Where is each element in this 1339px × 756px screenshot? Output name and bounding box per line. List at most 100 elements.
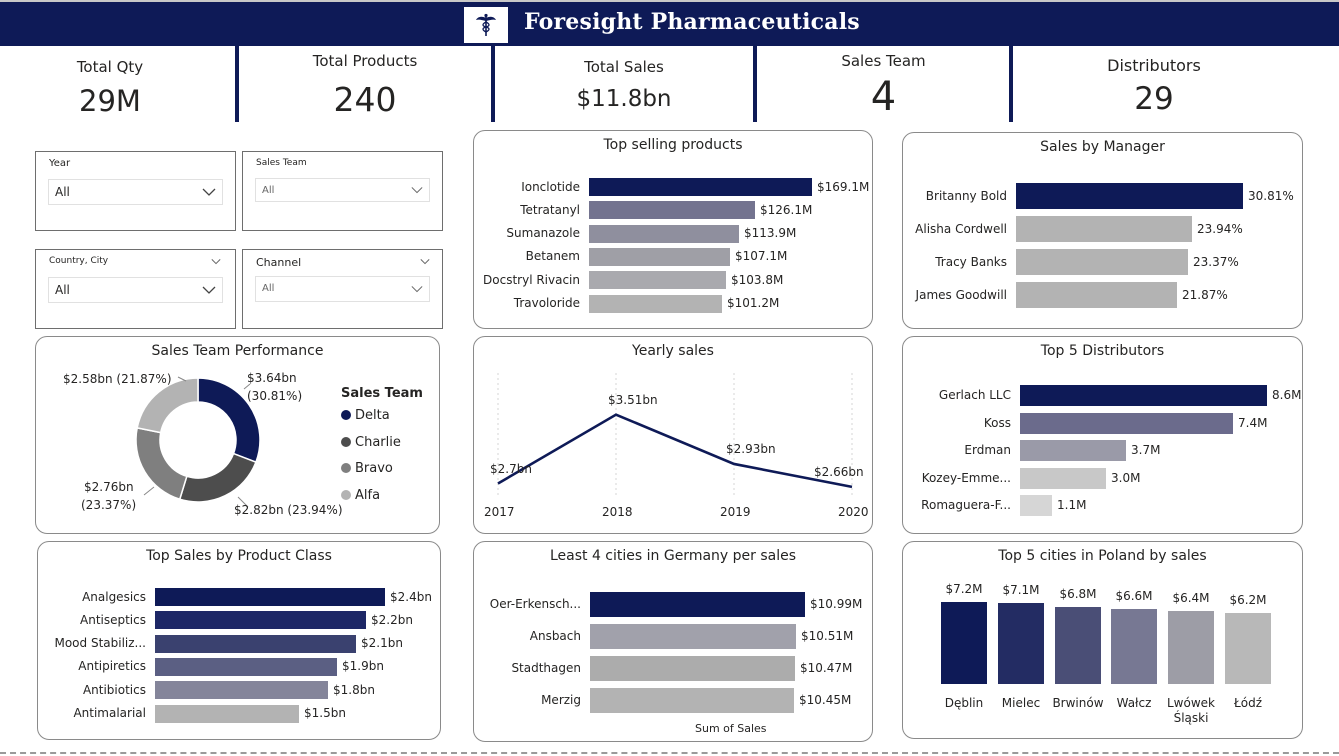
kpi-distributors: Distributors 29 bbox=[1014, 46, 1294, 122]
bar-value-label: $6.4M bbox=[1172, 591, 1210, 605]
bar bbox=[1020, 385, 1267, 406]
leader-line bbox=[143, 486, 155, 496]
bar bbox=[1016, 282, 1177, 308]
bar bbox=[1168, 611, 1214, 684]
kpi-label: Total Qty bbox=[76, 58, 144, 76]
chart-germany-cities: Least 4 cities in Germany per sales Oer-… bbox=[473, 541, 873, 742]
bar-value-label: 3.0M bbox=[1111, 470, 1141, 485]
data-label: $2.66bn bbox=[814, 464, 864, 479]
bar bbox=[1020, 467, 1106, 489]
bar-value-label: $10.51M bbox=[801, 629, 854, 643]
bar-value-label: $2.2bn bbox=[371, 612, 413, 627]
year-dropdown[interactable]: All bbox=[48, 179, 223, 205]
donut-slice bbox=[136, 377, 199, 434]
bar-category-label: Erdman bbox=[964, 443, 1011, 457]
kpi-total-sales: Total Sales $11.8bn bbox=[495, 46, 753, 122]
legend-item: Bravo bbox=[341, 461, 393, 476]
bar-value-label: 21.87% bbox=[1182, 287, 1228, 302]
country-city-dropdown[interactable]: All bbox=[48, 277, 223, 303]
bar bbox=[1016, 216, 1192, 242]
bar bbox=[589, 224, 739, 243]
slicer-label: Sales Team bbox=[256, 158, 307, 168]
chart-top-selling-products: Top selling products Ionclotide $169.1M Te… bbox=[473, 130, 873, 329]
bar-value-label: $103.8M bbox=[731, 272, 784, 287]
bar-category-label: Kozey-Emme... bbox=[921, 470, 1011, 485]
bar-value-label: $1.9bn bbox=[342, 659, 384, 674]
bar-category-label: Analgesics bbox=[82, 589, 146, 604]
bar bbox=[590, 688, 794, 713]
x-tick-label: 2019 bbox=[720, 505, 751, 519]
logo bbox=[464, 7, 508, 43]
chart-title: Sales Team Performance bbox=[151, 343, 324, 359]
slicer-label: Channel bbox=[256, 256, 302, 269]
bar bbox=[155, 704, 299, 723]
chart-title: Sales by Manager bbox=[1040, 139, 1165, 155]
chevron-down-icon bbox=[411, 187, 423, 194]
bar-value-label: $6.2M bbox=[1229, 593, 1267, 607]
legend-swatch bbox=[341, 489, 351, 500]
chevron-down-icon[interactable] bbox=[420, 258, 430, 265]
bar bbox=[1055, 607, 1101, 684]
bar-category-label: Sumanazole bbox=[506, 226, 580, 241]
bar-category-label: Ansbach bbox=[529, 629, 581, 643]
legend-swatch bbox=[341, 410, 351, 420]
bar-category-label: Antimalarial bbox=[73, 706, 146, 720]
chart-sales-team-performance: Sales Team Performance $3.64bn (30.81%) $2… bbox=[35, 336, 440, 534]
slicer-label: Country, City bbox=[49, 256, 109, 266]
chart-title: Top 5 Distributors bbox=[1040, 343, 1165, 359]
donut-chart bbox=[135, 376, 261, 508]
data-label: $2.93bn bbox=[726, 441, 776, 456]
bar-value-label: $113.9M bbox=[744, 226, 797, 241]
bar bbox=[590, 592, 805, 617]
chevron-down-icon[interactable] bbox=[211, 258, 221, 265]
bar bbox=[589, 247, 730, 266]
bar-category-label: Docstryl Rivacin bbox=[483, 272, 580, 287]
slice-label: (30.81%) bbox=[247, 389, 303, 403]
chart-title: Least 4 cities in Germany per sales bbox=[549, 548, 797, 564]
bar-category-label: Wałcz bbox=[1116, 696, 1152, 710]
kpi-divider bbox=[1009, 46, 1013, 122]
bar-category-label: Tetratanyl bbox=[520, 202, 580, 217]
bar-category-label: Betanem bbox=[525, 249, 580, 264]
slicer-country-city: Country, City All bbox=[35, 249, 236, 329]
slice-label: $2.76bn bbox=[84, 480, 134, 494]
slice-label: $3.64bn bbox=[247, 371, 297, 385]
bar-category-label: Koss bbox=[983, 415, 1011, 430]
bar-category-label: Stadthagen bbox=[511, 661, 581, 675]
bar-value-label: $2.4bn bbox=[390, 589, 432, 604]
channel-dropdown[interactable]: All bbox=[255, 276, 430, 302]
chart-title: Top selling products bbox=[603, 137, 743, 153]
bar-value-label: $7.2M bbox=[945, 582, 983, 596]
bar-value-label: $169.1M bbox=[817, 179, 870, 194]
bar-category-label: Romaguera-F... bbox=[921, 498, 1011, 512]
bar bbox=[590, 656, 795, 681]
bar-value-label: 23.37% bbox=[1193, 254, 1239, 269]
bar-category-label: Antiseptics bbox=[80, 612, 146, 627]
bar-value-label: $1.5bn bbox=[304, 706, 346, 720]
bar-category-label: Merzig bbox=[541, 693, 581, 707]
legend-label: Bravo bbox=[355, 461, 393, 476]
bar bbox=[1016, 249, 1188, 275]
bar-value-label: $2.1bn bbox=[361, 636, 403, 651]
bar-value-label: $1.8bn bbox=[333, 682, 375, 697]
bar-category-label: Łódź bbox=[1233, 696, 1262, 710]
bar bbox=[998, 603, 1044, 684]
bar-category-label: James Goodwill bbox=[915, 287, 1007, 302]
bar bbox=[155, 611, 366, 630]
legend-label: Delta bbox=[355, 408, 390, 423]
chart-title: Top 5 cities in Poland by sales bbox=[998, 548, 1207, 564]
x-tick-label: 2017 bbox=[484, 505, 515, 519]
legend-label: Alfa bbox=[355, 487, 381, 503]
kpi-total-products: Total Products 240 bbox=[240, 46, 490, 122]
bar bbox=[1111, 609, 1157, 684]
leader-line bbox=[177, 376, 187, 382]
legend-item: Alfa bbox=[341, 488, 380, 503]
bar bbox=[589, 178, 812, 196]
slicer-sales-team: Sales Team All bbox=[242, 151, 443, 231]
sales-team-dropdown[interactable]: All bbox=[255, 178, 430, 202]
bar-category-label: Antibiotics bbox=[82, 682, 146, 697]
bar bbox=[589, 201, 755, 220]
slice-label: $2.82bn (23.94%) bbox=[234, 503, 343, 517]
legend-item: Delta bbox=[341, 408, 390, 423]
bar-value-label: $10.45M bbox=[799, 693, 852, 707]
